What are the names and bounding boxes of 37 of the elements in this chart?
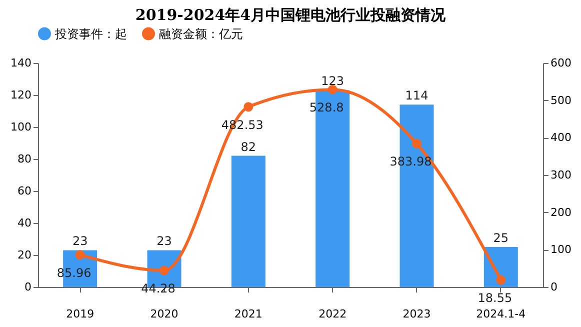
y2-tick-label: 200 (550, 206, 572, 219)
x-tick-label: 2020 (150, 308, 178, 320)
y2-tick-label: 400 (550, 131, 572, 144)
y-tick-label: 140 (10, 56, 32, 70)
data-label: 23 (156, 234, 172, 248)
point (244, 102, 254, 112)
x-tick-label: 2021 (234, 308, 262, 320)
bar (231, 156, 266, 287)
y2-tick-label: 500 (550, 94, 572, 107)
y-tick-label: 80 (18, 152, 32, 166)
y2-tick-label: 100 (550, 243, 572, 256)
y-tick-label: 0 (24, 280, 32, 294)
x-tick-label: 2022 (318, 308, 347, 320)
y-tick-label: 100 (10, 120, 32, 134)
legend-label: 融资金额：亿元 (159, 26, 243, 41)
y2-tick-label: 300 (550, 168, 572, 182)
chart-title: 2019-2024年4月中国锂电池行业投融资情况 (135, 6, 447, 24)
y-tick-label: 20 (18, 248, 32, 262)
y2-tick-label: 0 (550, 280, 558, 294)
point (75, 250, 85, 260)
x-tick-label: 2024.1-4 (476, 308, 526, 320)
x-tick-label: 2023 (402, 308, 431, 320)
point (412, 138, 422, 148)
data-label: 114 (405, 88, 428, 103)
data-label: 123 (321, 74, 344, 88)
y-tick-label: 60 (18, 184, 32, 198)
x-tick-label: 2019 (66, 308, 94, 320)
point (496, 275, 506, 285)
data-label: 82 (240, 140, 256, 154)
y-tick-label: 120 (10, 88, 32, 102)
data-label: 23 (72, 234, 88, 248)
point (328, 84, 338, 94)
y2-tick-label: 600 (550, 56, 572, 70)
data-label: 18.55 (478, 291, 512, 306)
data-label: 25 (493, 231, 509, 245)
y-tick-label: 40 (18, 216, 32, 230)
legend-label: 投资事件：起 (54, 26, 127, 41)
